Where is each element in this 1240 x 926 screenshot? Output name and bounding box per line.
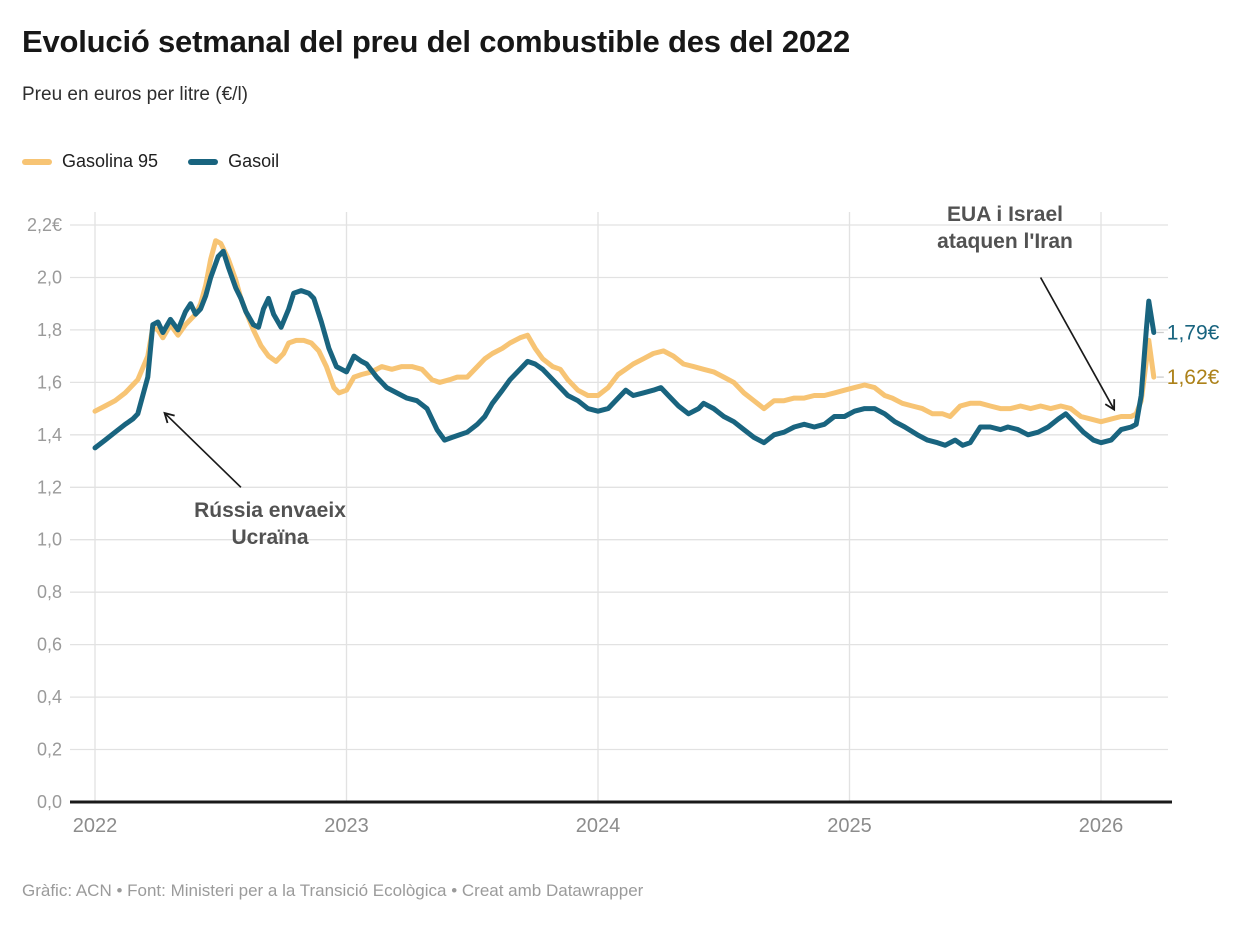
gasoil-end-value-label: 1,79€ [1167, 322, 1220, 345]
annotation-russia: Rússia envaeix Ucraïna [156, 497, 384, 551]
y-axis-tick-label: 1,8 [37, 320, 62, 340]
y-axis-tick-label: 0,6 [37, 635, 62, 655]
legend-label-gasolina: Gasolina 95 [62, 151, 159, 171]
annotation-arrow-iran [1039, 277, 1116, 412]
x-axis-tick-label: 2025 [827, 815, 872, 837]
gasoil-line[interactable] [92, 248, 1157, 451]
x-axis-tick-label: 2024 [576, 815, 621, 837]
gasolina-end-value-label: 1,62€ [1167, 366, 1220, 389]
annotation-russia-line1: Rússia envaeix [194, 499, 346, 522]
legend-item-gasolina: Gasolina 95 [22, 151, 158, 172]
x-axis-tick-label: 2023 [324, 815, 369, 837]
annotation-iran-line1: EUA i Israel [947, 203, 1063, 226]
y-axis-tick-label: 1,4 [37, 425, 62, 445]
gasoil-line-swatch [188, 158, 219, 165]
y-axis-tick-label: 0,2 [37, 740, 62, 760]
y-axis-tick-label: 2,2€ [27, 215, 62, 235]
legend-item-gasoil: Gasoil [188, 151, 279, 172]
chart-subtitle: Preu en euros per litre (€/l) [22, 84, 248, 105]
y-axis-tick-label: 1,0 [37, 530, 62, 550]
y-axis-tick-label: 1,2 [37, 477, 62, 497]
legend-label-gasoil: Gasoil [228, 151, 280, 171]
annotation-iran-line2: ataquen l'Iran [937, 230, 1073, 253]
annotation-arrow-russia [163, 411, 242, 488]
chart-header: Evolució setmanal del preu del combustib… [22, 24, 1218, 106]
annotation-iran: EUA i Israel ataquen l'Iran [898, 201, 1112, 255]
y-axis-tick-label: 1,6 [37, 372, 62, 392]
x-axis-tick-label: 2022 [73, 815, 118, 837]
y-axis-tick-label: 0,0 [37, 792, 62, 812]
gasolina-line[interactable] [92, 238, 1157, 425]
y-axis-tick-label: 2,0 [37, 268, 62, 288]
y-axis-tick-label: 0,8 [37, 582, 62, 602]
chart-credit: Gràfic: ACN • Font: Ministeri per a la T… [22, 881, 644, 900]
page-title: Evolució setmanal del preu del combustib… [22, 24, 850, 59]
x-axis-tick-label: 2026 [1079, 815, 1124, 837]
legend: Gasolina 95 Gasoil [22, 151, 279, 172]
annotation-russia-line2: Ucraïna [231, 526, 309, 549]
gasolina-line-swatch [22, 158, 52, 165]
y-axis-tick-label: 0,4 [37, 687, 62, 707]
